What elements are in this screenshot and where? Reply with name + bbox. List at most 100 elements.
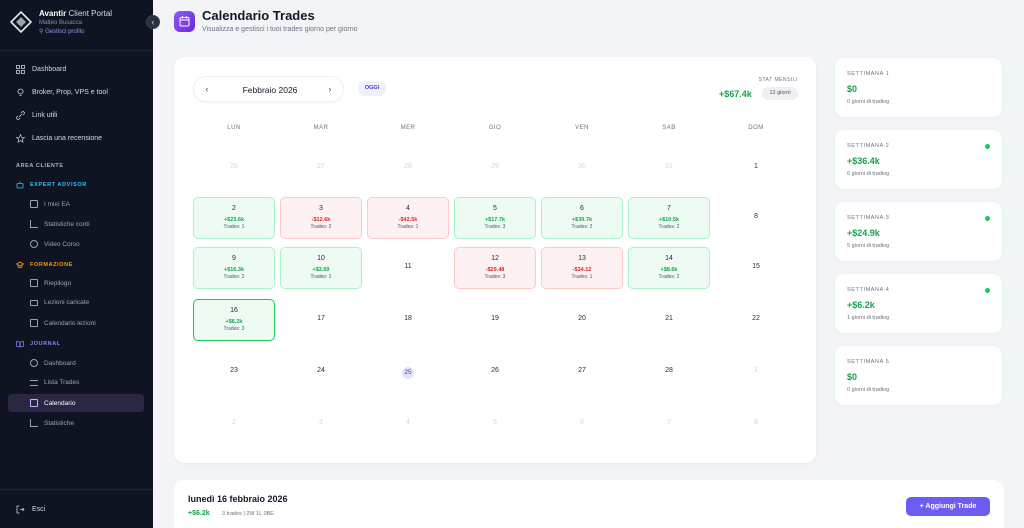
nav-label: Broker, Prop, VPS e tool	[32, 89, 108, 96]
sidebar-item-statistiche-conti[interactable]: Statistiche conti	[30, 220, 90, 228]
page-subtitle: Visualizza e gestisci i tuoi trades gior…	[202, 26, 358, 33]
sidebar-item-statistiche[interactable]: Statistiche	[30, 419, 74, 427]
calendar-day-cell[interactable]: 5 +$17.7k Trades: 3	[454, 197, 536, 239]
calendar-day-cell[interactable]: 26	[454, 351, 536, 393]
sidebar-item-video-corso[interactable]: Video Corso	[30, 240, 80, 248]
lightbulb-icon	[17, 88, 24, 96]
week-summary-card[interactable]: SETTIMANA 5 $0 0 giorni di trading	[834, 345, 1003, 406]
calendar-day-cell[interactable]: 31	[628, 147, 710, 189]
calendar-day-cell[interactable]: 26	[193, 147, 275, 189]
calendar-day-cell[interactable]: 17	[280, 299, 362, 341]
calendar-day-cell[interactable]: 7	[628, 403, 710, 445]
day-trades-count: Trades: 3	[484, 224, 506, 230]
group-formazione[interactable]: FORMAZIONE	[16, 261, 73, 269]
day-number: 4	[406, 419, 410, 426]
calendar-day-cell[interactable]: 25	[367, 351, 449, 393]
calendar-day-cell[interactable]: 3	[280, 403, 362, 445]
sidebar-item-calendario-lezioni[interactable]: Calendario lezioni	[30, 319, 96, 327]
week-days: 5 giorni di trading	[847, 243, 890, 249]
week-label: SETTIMANA 4	[847, 287, 890, 293]
calendar-day-cell[interactable]: 4	[367, 403, 449, 445]
calendar-day-cell[interactable]: 6 +$30.7k Trades: 2	[541, 197, 623, 239]
day-number: 9	[232, 255, 236, 262]
calendar-day-cell[interactable]: 1	[715, 147, 797, 189]
calendar-day-cell[interactable]: 23	[193, 351, 275, 393]
sidebar-item-journal-dashboard[interactable]: Dashboard	[30, 359, 76, 367]
day-number: 6	[580, 419, 584, 426]
week-summary-card[interactable]: SETTIMANA 3 +$24.9k 5 giorni di trading	[834, 201, 1003, 262]
calendar-icon	[30, 319, 38, 327]
calendar-day-cell[interactable]: 14 +$8.6k Trades: 2	[628, 247, 710, 289]
group-label: JOURNAL	[30, 341, 61, 347]
sidebar-item-calendario[interactable]: Calendario	[30, 399, 75, 407]
calendar-day-cell[interactable]: 30	[541, 147, 623, 189]
calendar-day-cell[interactable]: 13 -$34.12 Trades: 1	[541, 247, 623, 289]
nav-links[interactable]: Link utili	[16, 111, 57, 120]
logout-button[interactable]: Esci	[16, 505, 45, 514]
calendar-day-cell[interactable]: 8	[715, 403, 797, 445]
day-number: 11	[404, 263, 412, 270]
prev-month-button[interactable]: ‹	[205, 84, 209, 94]
calendar-day-cell[interactable]: 21	[628, 299, 710, 341]
bar-chart-icon	[30, 419, 38, 427]
calendar-day-cell[interactable]: 22	[715, 299, 797, 341]
calendar-day-cell[interactable]: 2	[193, 403, 275, 445]
calendar-day-cell[interactable]: 1	[715, 351, 797, 393]
day-number: 29	[491, 163, 499, 170]
weekday-header: MER	[400, 125, 416, 131]
calendar-day-cell[interactable]: 28	[628, 351, 710, 393]
group-journal[interactable]: JOURNAL	[16, 340, 61, 348]
sidebar-item-miei-ea[interactable]: I miei EA	[30, 200, 70, 208]
robot-icon	[16, 181, 24, 189]
calendar-day-cell[interactable]: 15	[715, 247, 797, 289]
calendar-icon	[30, 399, 38, 407]
calendar-day-cell[interactable]: 8	[715, 197, 797, 239]
calendar-day-cell[interactable]: 9 +$16.3k Trades: 2	[193, 247, 275, 289]
group-expert-advisor[interactable]: EXPERT ADVISOR	[16, 181, 87, 189]
calendar-day-cell[interactable]: 18	[367, 299, 449, 341]
calendar-day-cell[interactable]: 16 +$6.2k Trades: 3	[193, 299, 275, 341]
calendar-day-cell[interactable]: 28	[367, 147, 449, 189]
calendar-day-cell[interactable]: 3 -$12.6k Trades: 2	[280, 197, 362, 239]
week-summary-card[interactable]: SETTIMANA 2 +$36.4k 6 giorni di trading	[834, 129, 1003, 190]
day-number: 30	[578, 163, 586, 170]
day-number: 23	[230, 367, 238, 374]
grid-icon	[16, 65, 25, 74]
calendar-day-cell[interactable]: 5	[454, 403, 536, 445]
calendar-day-cell[interactable]: 6	[541, 403, 623, 445]
day-number: 26	[491, 367, 499, 374]
sidebar-item-lista-trades[interactable]: Lista Trades	[30, 379, 79, 386]
collapse-sidebar-button[interactable]: ‹	[146, 15, 160, 29]
calendar-day-cell[interactable]: 10 +$3.69 Trades: 1	[280, 247, 362, 289]
sidebar-item-riepilogo[interactable]: Riepilogo	[30, 279, 71, 287]
calendar-day-cell[interactable]: 27	[280, 147, 362, 189]
calendar-day-cell[interactable]: 24	[280, 351, 362, 393]
calendar-day-cell[interactable]: 4 -$42.5k Trades: 1	[367, 197, 449, 239]
nav-review[interactable]: Lascia una recensione	[16, 134, 102, 143]
star-icon	[16, 134, 25, 143]
calendar-day-cell[interactable]: 12 -$29.48 Trades: 3	[454, 247, 536, 289]
day-number: 14	[665, 255, 673, 262]
weekday-header: GIO	[488, 125, 502, 131]
week-summary-card[interactable]: SETTIMANA 1 $0 0 giorni di trading	[834, 57, 1003, 118]
calendar-day-cell[interactable]: 27	[541, 351, 623, 393]
divider	[0, 50, 153, 51]
calendar-day-cell[interactable]: 19	[454, 299, 536, 341]
calendar-day-cell[interactable]: 2 +$23.6k Trades: 1	[193, 197, 275, 239]
calendar-day-cell[interactable]: 20	[541, 299, 623, 341]
brand-logo-icon	[10, 11, 32, 33]
nav-dashboard[interactable]: Dashboard	[16, 65, 66, 74]
today-marker: 25	[402, 367, 414, 379]
manage-profile-link[interactable]: ⚲ Gestisci profilo	[39, 29, 85, 35]
calendar-day-cell[interactable]: 11	[367, 247, 449, 289]
add-trade-button[interactable]: + Aggiungi Trade	[906, 497, 990, 516]
nav-broker[interactable]: Broker, Prop, VPS e tool	[16, 88, 108, 97]
day-number: 4	[406, 205, 410, 212]
calendar-day-cell[interactable]: 29	[454, 147, 536, 189]
sidebar-item-lezioni-caricate[interactable]: Lezioni caricate	[30, 299, 89, 306]
calendar-day-cell[interactable]: 7 +$10.5k Trades: 2	[628, 197, 710, 239]
week-summary-card[interactable]: SETTIMANA 4 +$6.2k 1 giorni di trading	[834, 273, 1003, 334]
today-button[interactable]: OGGI	[358, 81, 386, 96]
week-days: 0 giorni di trading	[847, 99, 890, 105]
next-month-button[interactable]: ›	[328, 84, 332, 94]
